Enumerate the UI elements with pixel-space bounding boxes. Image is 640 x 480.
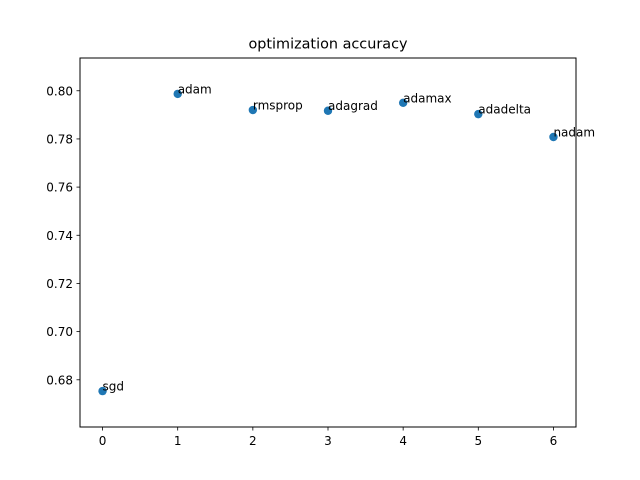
- x-tick-label: 2: [249, 434, 257, 448]
- point-label-nadam: nadam: [553, 126, 595, 140]
- point-label-adamax: adamax: [403, 91, 451, 105]
- y-tick-label: 0.68: [46, 373, 73, 387]
- y-tick-label: 0.78: [46, 132, 73, 146]
- y-tick-label: 0.70: [46, 325, 73, 339]
- point-label-adagrad: adagrad: [328, 99, 378, 113]
- point-label-sgd: sgd: [103, 380, 125, 394]
- y-tick-label: 0.80: [46, 84, 73, 98]
- chart-title: optimization accuracy: [248, 37, 408, 53]
- y-tick-label: 0.76: [46, 181, 73, 195]
- x-tick-label: 5: [474, 434, 482, 448]
- data-point-adam: [173, 89, 182, 99]
- y-tick-label: 0.72: [46, 277, 73, 291]
- data-point-adadelta: [474, 109, 483, 119]
- data-point-adagrad: [323, 106, 333, 115]
- point-label-rmsprop: rmsprop: [253, 99, 303, 113]
- point-label-adadelta: adadelta: [478, 103, 531, 117]
- data-point-rmsprop: [248, 105, 258, 115]
- axes-frame: [79, 57, 577, 428]
- point-label-adam: adam: [178, 82, 212, 96]
- x-tick-label: 4: [399, 434, 407, 448]
- y-tick-label: 0.74: [46, 229, 73, 243]
- x-tick-label: 6: [550, 434, 558, 448]
- x-tick-label: 0: [99, 434, 107, 448]
- plot-area: 0 1 2 3 4 5 6 0.68 0.70 0.72 0.74 0.76 0.78 0.80 sgd ad…: [46, 82, 595, 448]
- x-tick-label: 1: [174, 434, 182, 448]
- data-point-nadam: [549, 132, 558, 142]
- data-point-adamax: [398, 98, 408, 108]
- data-point-sgd: [98, 386, 107, 396]
- x-tick-label: 3: [324, 434, 332, 448]
